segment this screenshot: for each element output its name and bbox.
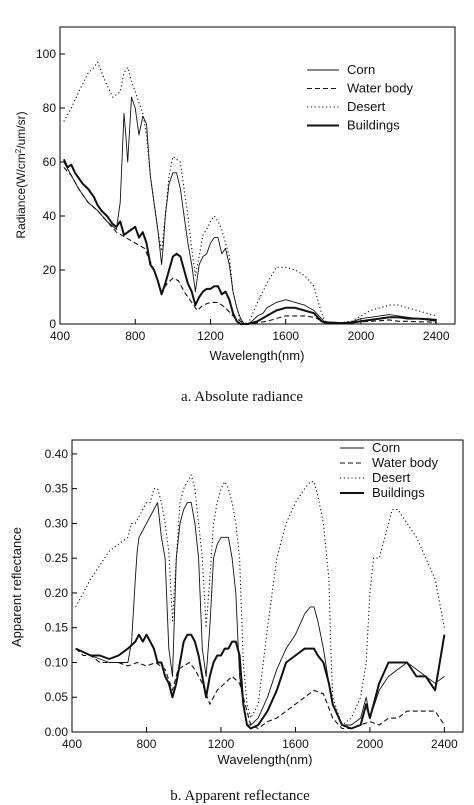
chart-a-series-group xyxy=(62,61,437,325)
x-tick-label: 2000 xyxy=(348,329,375,343)
y-tick-label: 0.00 xyxy=(45,725,69,739)
legend-label-corn: Corn xyxy=(347,62,375,77)
x-tick-label: 1600 xyxy=(282,737,309,751)
legend-label-corn: Corn xyxy=(372,440,400,455)
chart-b-ylabel: Apparent reflectance xyxy=(9,527,24,647)
x-tick-label: 2400 xyxy=(423,329,450,343)
legend-label-buildings: Buildings xyxy=(372,485,425,500)
x-tick-label: 2000 xyxy=(357,737,384,751)
y-tick-label: 0 xyxy=(49,317,56,331)
series-line-corn xyxy=(75,502,445,726)
chart-b-plot-frame xyxy=(71,439,464,733)
y-tick-label: 0.20 xyxy=(45,586,69,600)
chart-b-series-group xyxy=(75,474,446,730)
legend-label-water-body: Water body xyxy=(372,455,438,470)
chart-a-xlabel: Wavelength(nm) xyxy=(210,348,305,363)
legend-label-desert: Desert xyxy=(372,470,411,485)
x-tick-label: 1200 xyxy=(197,329,224,343)
chart-a-axes: 400 800 1200 1600 2000 2400 0 20 40 60 80 100 xyxy=(36,47,450,343)
x-tick-label: 800 xyxy=(125,329,145,343)
chart-absolute-radiance: 400 800 1200 1600 2000 2400 0 20 40 60 80 100 Corn W… xyxy=(14,26,456,405)
x-tick-label: 400 xyxy=(62,737,82,751)
chart-b-axes: 400 800 1200 1600 2000 2400 0.00 0.05 0.10 0.15 0.… xyxy=(45,447,458,751)
y-tick-label: 0.05 xyxy=(45,690,69,704)
y-tick-label: 40 xyxy=(43,209,57,223)
y-tick-label: 0.25 xyxy=(45,551,69,565)
chart-b-caption: b. Apparent reflectance xyxy=(170,788,310,804)
x-tick-label: 1200 xyxy=(208,737,235,751)
y-tick-label: 0.10 xyxy=(45,655,69,669)
x-tick-label: 800 xyxy=(136,737,156,751)
y-tick-label: 0.30 xyxy=(45,516,69,530)
chart-b-xlabel: Wavelength(nm) xyxy=(218,752,313,767)
series-line-buildings xyxy=(62,158,437,325)
y-tick-label: 60 xyxy=(43,155,57,169)
chart-apparent-reflectance: 400 800 1200 1600 2000 2400 0.00 0.05 0.10 0.15 0.… xyxy=(9,439,464,804)
chart-a-ylabel: Radiance(W/cm2/um/sr) xyxy=(14,111,29,238)
y-tick-label: 100 xyxy=(36,47,56,61)
legend-label-desert: Desert xyxy=(347,99,386,114)
y-tick-label: 80 xyxy=(43,101,57,115)
x-tick-label: 2400 xyxy=(431,737,458,751)
x-tick-label: 400 xyxy=(50,329,70,343)
y-tick-label: 0.40 xyxy=(45,447,69,461)
chart-a-legend: Corn Water body Desert Buildings xyxy=(307,62,413,133)
legend-label-buildings: Buildings xyxy=(347,118,400,133)
chart-a-plot-frame xyxy=(59,26,456,325)
y-tick-label: 0.35 xyxy=(45,482,69,496)
x-tick-label: 1600 xyxy=(272,329,299,343)
y-tick-label: 20 xyxy=(43,263,57,277)
legend-label-water-body: Water body xyxy=(347,81,413,96)
chart-a-caption: a. Absolute radiance xyxy=(181,389,303,405)
series-line-buildings xyxy=(75,633,446,730)
series-line-water-body xyxy=(63,167,437,325)
y-tick-label: 0.15 xyxy=(45,621,69,635)
